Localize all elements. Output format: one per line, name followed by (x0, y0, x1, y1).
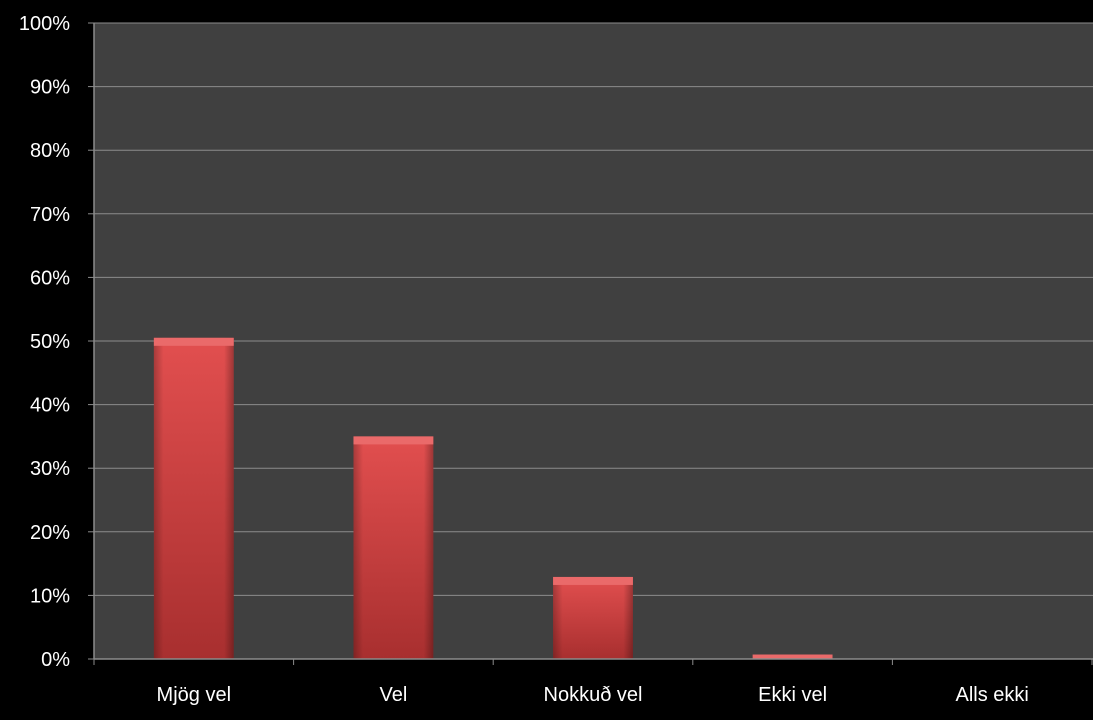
y-tick-label: 50% (30, 331, 70, 353)
y-tick-label: 60% (30, 267, 70, 289)
y-tick-label: 40% (30, 395, 70, 417)
y-tick-label: 70% (30, 204, 70, 226)
x-tick-label: Mjög vel (157, 684, 231, 706)
x-tick-label: Alls ekki (956, 684, 1029, 706)
bar (553, 576, 633, 659)
y-tick-label: 0% (41, 649, 70, 671)
x-tick-label: Vel (379, 684, 407, 706)
y-tick-label: 80% (30, 140, 70, 162)
bar (752, 654, 833, 659)
bar-top-bevel (153, 337, 234, 346)
y-tick-label: 10% (30, 585, 70, 607)
bar-top-bevel (752, 654, 833, 659)
bars (153, 337, 833, 659)
x-tick-label: Ekki vel (758, 684, 827, 706)
y-tick-labels: 0% 10% 20% 30% 40% 50% 60% 70% 80% 90% 100% (19, 13, 70, 671)
bar (353, 436, 434, 659)
bar (153, 337, 234, 659)
bar-shading (153, 337, 234, 659)
y-tick-label: 100% (19, 13, 70, 35)
x-tick-labels: Mjög vel Vel Nokkuð vel Ekki vel Alls ekki (157, 684, 1029, 706)
x-tick-label: Nokkuð vel (544, 684, 643, 706)
y-tick-label: 30% (30, 458, 70, 480)
y-tick-label: 90% (30, 77, 70, 99)
y-tick-label: 20% (30, 522, 70, 544)
bar-top-bevel (353, 436, 434, 445)
bar-top-bevel (553, 576, 633, 585)
bar-shading (353, 436, 434, 659)
axes (93, 23, 1093, 665)
bar-shading (553, 576, 633, 659)
